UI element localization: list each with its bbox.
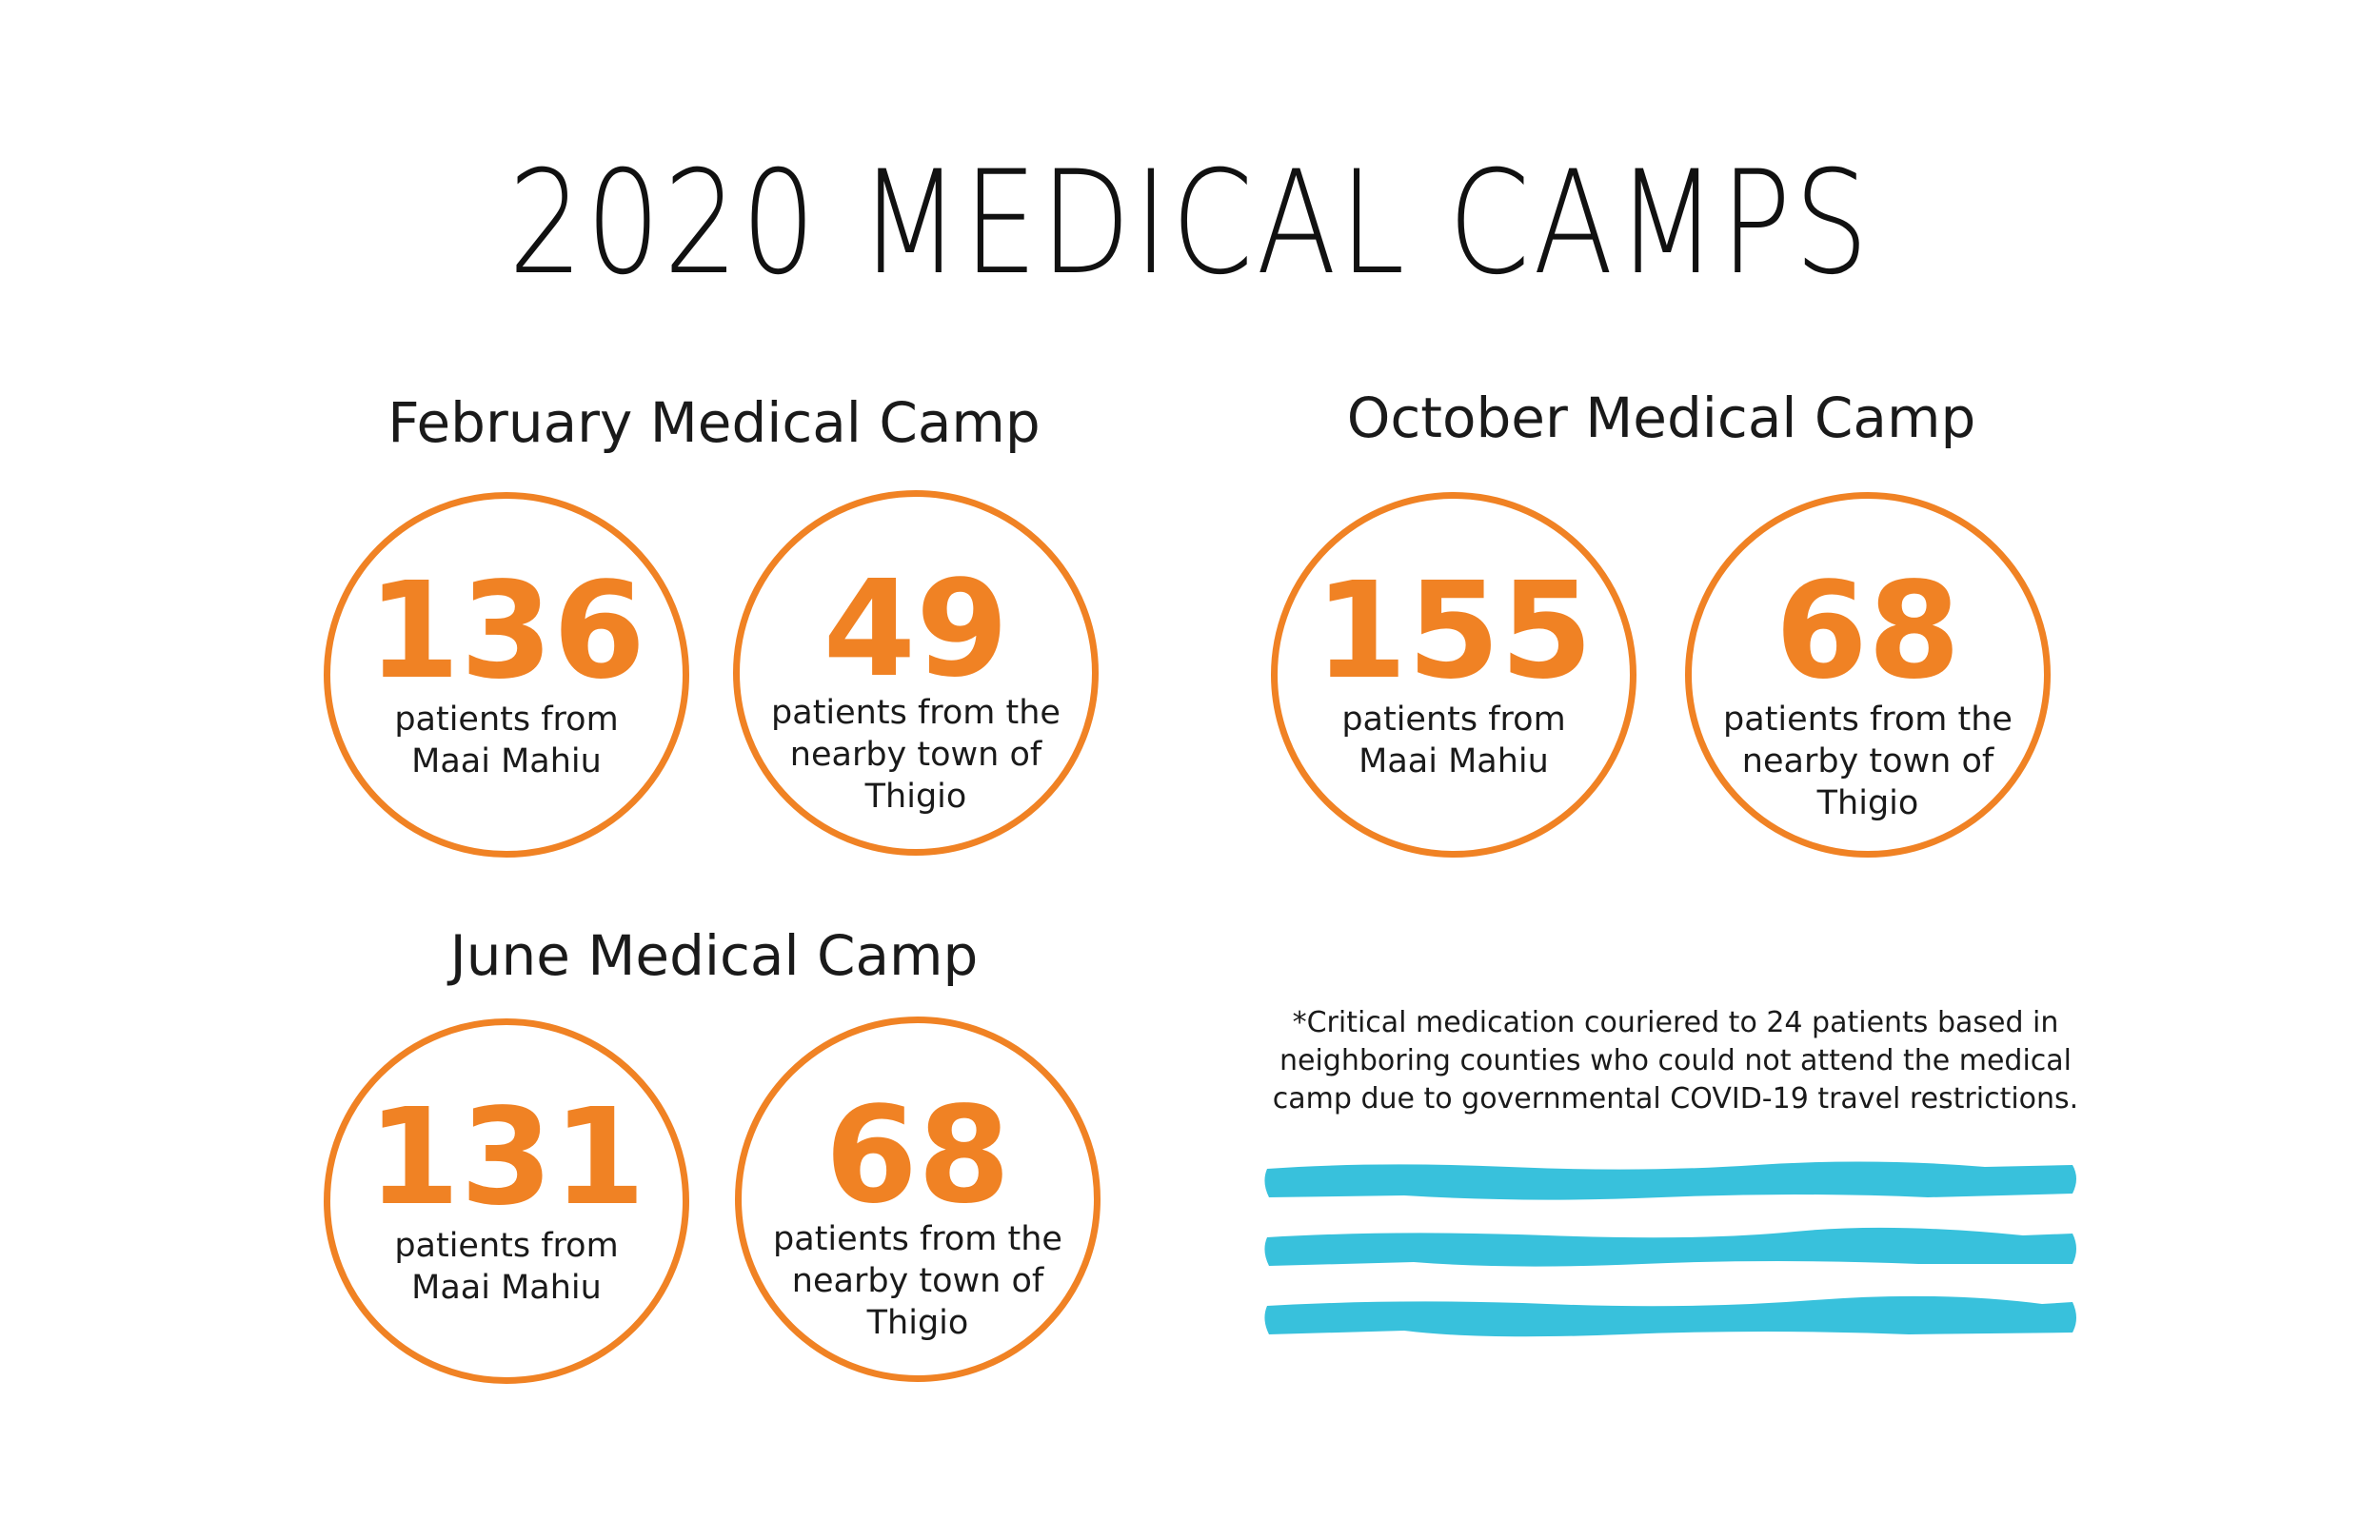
october-camp-title: October Medical Camp <box>1346 385 1976 450</box>
february-camp-title: February Medical Camp <box>387 390 1041 455</box>
stripe-3 <box>1264 1295 2076 1337</box>
stat-value: 136 <box>367 554 646 709</box>
stat-description: patients from the nearby town of Thigio <box>773 1220 1062 1342</box>
february-maai-mahiu-stat: 136 patients from Maai Mahiu <box>324 492 689 858</box>
stat-description: patients from Maai Mahiu <box>1341 701 1566 780</box>
october-maai-mahiu-stat: 155 patients from Maai Mahiu <box>1271 492 1636 858</box>
stripe-2 <box>1264 1227 2076 1267</box>
october-thigio-stat: 68 patients from the nearby town of Thig… <box>1685 492 2051 858</box>
stat-description: patients from the nearby town of Thigio <box>771 694 1061 816</box>
stat-description: patients from Maai Mahiu <box>394 701 619 780</box>
stat-description: patients from Maai Mahiu <box>394 1227 619 1307</box>
decorative-stripes <box>1264 1161 2076 1337</box>
june-thigio-stat: 68 patients from the nearby town of Thig… <box>735 1017 1101 1382</box>
stripe-1 <box>1264 1161 2076 1200</box>
february-thigio-stat: 49 patients from the nearby town of Thig… <box>733 490 1099 856</box>
june-maai-mahiu-stat: 131 patients from Maai Mahiu <box>324 1018 689 1384</box>
footnote: *Critical medication couriered to 24 pat… <box>1272 1006 2079 1116</box>
stat-value: 155 <box>1314 554 1594 709</box>
stat-value: 131 <box>367 1080 646 1235</box>
page-title: 2020 MEDICAL CAMPS <box>507 141 1873 306</box>
stat-value: 68 <box>1775 554 1961 709</box>
june-camp-title: June Medical Camp <box>449 923 979 988</box>
stat-value: 68 <box>824 1078 1011 1234</box>
stat-description: patients from the nearby town of Thigio <box>1723 701 2013 822</box>
stat-value: 49 <box>823 552 1009 707</box>
